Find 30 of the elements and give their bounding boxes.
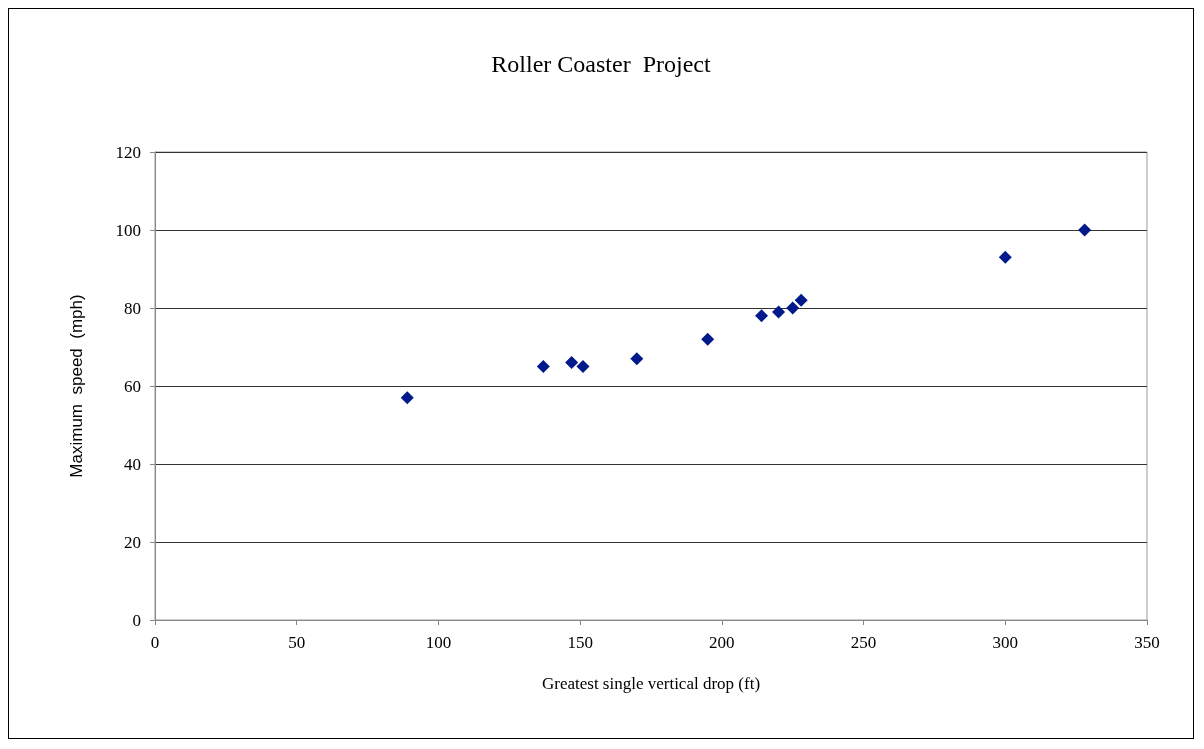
y-tick-label: 20 bbox=[124, 532, 141, 552]
y-tick-label: 120 bbox=[115, 142, 141, 162]
point bbox=[1078, 223, 1092, 237]
x-tick-label: 100 bbox=[425, 633, 452, 652]
x-tick-label: 150 bbox=[567, 633, 593, 652]
x-tick-label: 50 bbox=[288, 633, 306, 652]
point bbox=[565, 356, 579, 370]
x-tick-label: 350 bbox=[1134, 633, 1160, 652]
point bbox=[701, 332, 715, 346]
y-tick-label: 40 bbox=[124, 454, 141, 474]
x-axis-title: Greatest single vertical drop (ft) bbox=[541, 674, 761, 693]
y-axis-title: Maximum speed (mph) bbox=[67, 294, 86, 478]
y-tick-label: 60 bbox=[124, 376, 141, 396]
point bbox=[630, 352, 644, 366]
y-tick-label: 0 bbox=[132, 610, 141, 630]
x-tick-label: 0 bbox=[150, 633, 160, 652]
y-tick-label: 80 bbox=[124, 298, 141, 318]
point bbox=[755, 309, 769, 323]
x-tick-label: 250 bbox=[850, 633, 877, 652]
chart-title: Roller Coaster Project bbox=[491, 51, 711, 77]
point bbox=[998, 250, 1012, 264]
x-tick-label: 200 bbox=[709, 633, 735, 652]
point bbox=[576, 360, 590, 373]
point bbox=[786, 301, 800, 315]
y-tick-label: 100 bbox=[115, 220, 141, 240]
point bbox=[794, 293, 808, 307]
x-tick-label: 300 bbox=[992, 633, 1019, 652]
point bbox=[772, 305, 786, 319]
point bbox=[400, 391, 414, 405]
point bbox=[536, 360, 550, 373]
